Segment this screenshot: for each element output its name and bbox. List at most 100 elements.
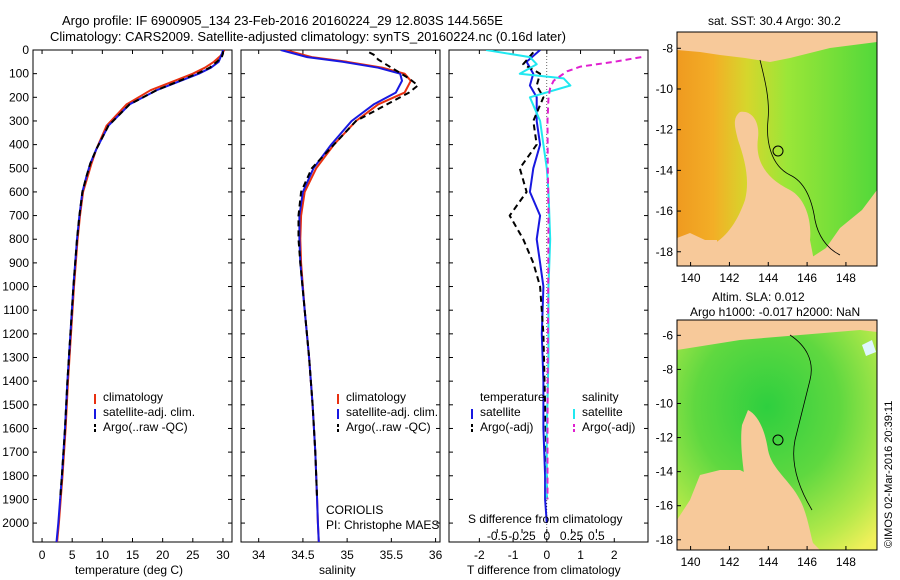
sla-map-xtick-label: 142 — [719, 555, 739, 569]
temperature-legend-satellite: satellite-adj. clim. — [103, 405, 196, 419]
sla-map-ytick-label: -16 — [656, 499, 674, 513]
sst-map-xtick-label: 140 — [681, 271, 701, 285]
sla-map-ytick-label: -12 — [656, 431, 674, 445]
sla-map-frame — [676, 319, 878, 551]
temperature-ytick-label: 1000 — [2, 280, 29, 294]
temperature-ytick-label: 100 — [9, 67, 29, 81]
salinity-xtick-label: 35 — [340, 548, 354, 562]
series-layer — [55, 50, 642, 542]
difference-series-group — [485, 50, 642, 524]
sla-map-argo-marker — [772, 434, 784, 446]
temperature-xtick-label: 30 — [216, 548, 230, 562]
temperature-ytick-label: 1800 — [2, 469, 29, 483]
salinity-series-satellite-adj-clim- — [280, 50, 403, 542]
temperature-ytick-label: 200 — [9, 90, 29, 104]
sst-map-contour — [759, 59, 841, 256]
sla-map-ytick-label: -18 — [656, 533, 674, 547]
temperature-ytick-label: 2000 — [2, 516, 29, 530]
salinity-xtick-label: 34.5 — [291, 548, 315, 562]
difference-stick-label: -0.5 — [487, 529, 508, 543]
temperature-xtick-label: 5 — [69, 548, 76, 562]
temperature-ytick-label: 1200 — [2, 327, 29, 341]
difference-stick-label: -0.25 — [508, 529, 536, 543]
difference-stick-label: 0.25 — [560, 529, 584, 543]
salinity-xtick-label: 36 — [429, 548, 443, 562]
sla-map-bay — [862, 340, 876, 356]
sla-map-ocean — [677, 330, 877, 550]
temperature-ytick-label: 900 — [9, 256, 29, 270]
sst-map-ytick-label: -10 — [656, 82, 674, 96]
temperature-xtick-label: 15 — [126, 548, 140, 562]
temperature-plot-frame — [32, 49, 233, 543]
temperature-ytick-label: 600 — [9, 185, 29, 199]
sst-map-title: sat. SST: 30.4 Argo: 30.2 — [708, 14, 841, 28]
sst-map-frame — [676, 31, 878, 267]
difference-xtick-label: -2 — [474, 548, 485, 562]
temperature-series-satellite-adj-clim- — [55, 50, 224, 542]
sla-map-ytick-label: -6 — [662, 328, 673, 342]
difference-xlabel: T difference from climatology — [467, 563, 621, 577]
difference-legend-temp-argo: Argo(-adj) — [480, 420, 534, 434]
sla-map-title: Altim. SLA: 0.012 — [712, 290, 805, 304]
temperature-xtick-label: 0 — [39, 548, 46, 562]
salinity-xtick-label: 35.5 — [380, 548, 404, 562]
figure-title-line1: Argo profile: IF 6900905_134 23-Feb-2016… — [62, 13, 503, 28]
sst-map-ytick-label: -16 — [656, 204, 674, 218]
temperature-legend-climatology: climatology — [103, 390, 164, 404]
salinity-legend-argo: Argo(..raw -QC) — [346, 420, 431, 434]
sst-map-coast-land — [710, 111, 815, 266]
sla-map-subtitle: Argo h1000: -0.017 h2000: NaN — [690, 305, 861, 319]
sla-map-xtick-label: 144 — [758, 555, 778, 569]
difference-legend-temp-satellite: satellite — [480, 405, 521, 419]
temperature-xtick-label: 10 — [96, 548, 110, 562]
temperature-ytick-label: 300 — [9, 114, 29, 128]
map-ticks: 140 142 144 146 148 -8 -10 -12 -14 -16 -18 140 142 14… — [656, 41, 857, 569]
temperature-ytick-label: 500 — [9, 161, 29, 175]
sla-map-ytick-label: -14 — [656, 465, 674, 479]
axes-layer: 0100200300400500600700800900100011001200… — [2, 43, 648, 562]
difference-series-temperature-argo-adj- — [508, 51, 548, 500]
temperature-ytick-label: 1300 — [2, 351, 29, 365]
salinity-legend-climatology: climatology — [346, 390, 407, 404]
difference-xtick-label: -1 — [508, 548, 519, 562]
salinity-xtick-label: 34 — [252, 548, 266, 562]
temperature-ytick-label: 1600 — [2, 421, 29, 435]
sst-map-xtick-label: 144 — [758, 271, 778, 285]
sst-map-ytick-label: -14 — [656, 163, 674, 177]
sla-map-xtick-label: 140 — [681, 555, 701, 569]
temperature-ytick-label: 1700 — [2, 445, 29, 459]
salinity-series-argo-raw-qc- — [297, 51, 419, 500]
sla-map-contour — [789, 334, 813, 511]
difference-xlabel-top: S difference from climatology — [468, 512, 623, 526]
sla-map-ytick-label: -10 — [656, 396, 674, 410]
difference-stick-label: 0.5 — [588, 529, 605, 543]
sst-map-xtick-label: 148 — [836, 271, 856, 285]
salinity-plot-frame — [240, 49, 441, 543]
sla-map-coast-land — [740, 410, 815, 550]
temperature-ytick-label: 0 — [22, 43, 29, 57]
sst-map-ytick-label: -18 — [656, 245, 674, 259]
salinity-xlabel: salinity — [319, 563, 356, 577]
temperature-ytick-label: 400 — [9, 138, 29, 152]
temperature-ytick-label: 700 — [9, 209, 29, 223]
sst-map-ocean — [677, 36, 877, 265]
difference-series-temperature-satellite — [525, 50, 548, 524]
figure-title-line2: Climatology: CARS2009. Satellite-adjuste… — [50, 29, 566, 44]
salinity-annotation-coriolis: CORIOLIS — [326, 503, 384, 517]
temperature-legend-argo: Argo(..raw -QC) — [103, 420, 188, 434]
sla-map-xtick-label: 148 — [836, 555, 856, 569]
sst-map-ytick-label: -12 — [656, 123, 674, 137]
sst-map-xtick-label: 146 — [797, 271, 817, 285]
sst-map-coast-land-top — [677, 32, 877, 62]
difference-legend-sal-satellite: satellite — [582, 405, 623, 419]
temperature-ytick-label: 1400 — [2, 374, 29, 388]
temperature-ytick-label: 1900 — [2, 492, 29, 506]
sst-map-xtick-label: 142 — [719, 271, 739, 285]
temperature-xtick-label: 25 — [186, 548, 200, 562]
sst-map-land-corner — [677, 240, 717, 266]
sst-map-ytick-label: -8 — [662, 41, 673, 55]
sst-map — [676, 31, 878, 267]
imos-credit: ©IMOS 02-Mar-2016 20:39:11 — [883, 400, 895, 548]
sla-map — [676, 319, 878, 551]
